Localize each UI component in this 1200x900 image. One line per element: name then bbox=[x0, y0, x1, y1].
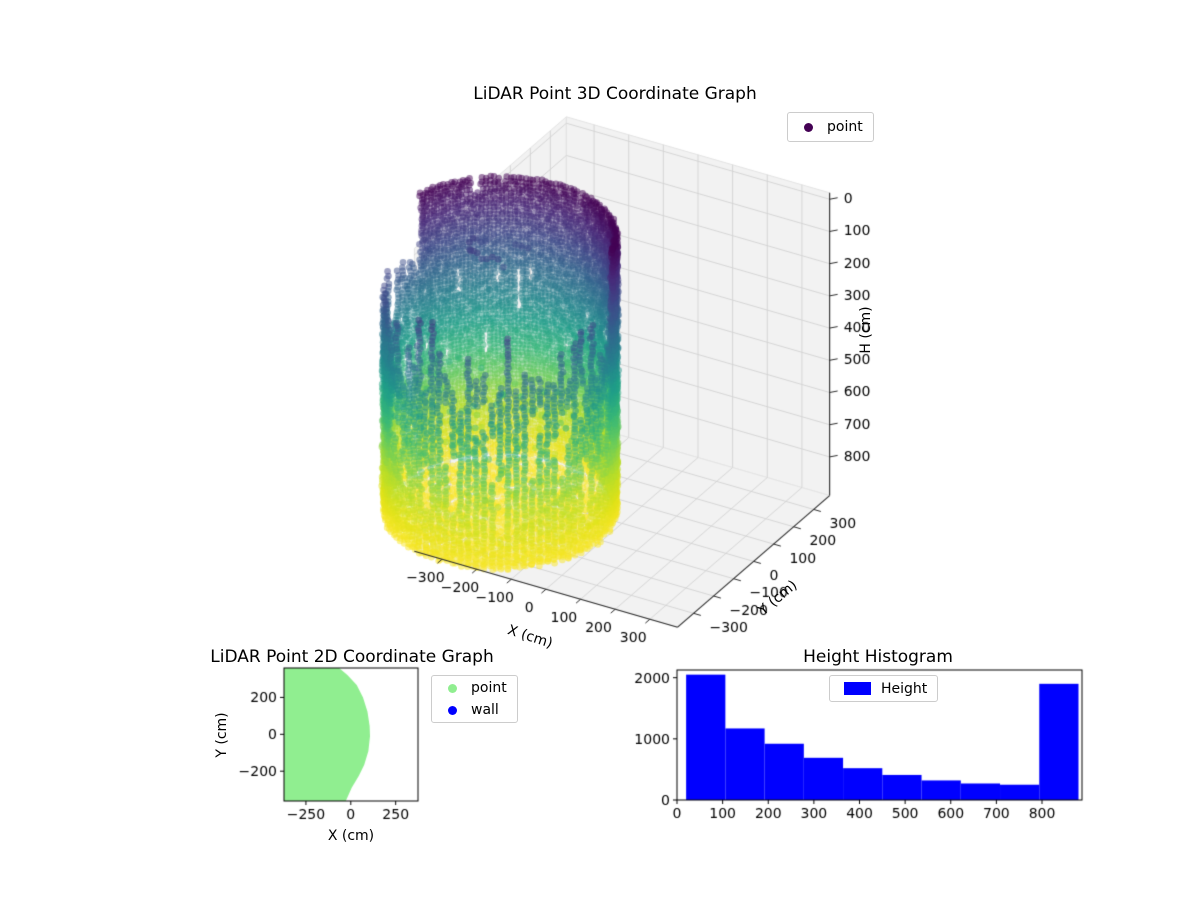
legend-label: wall bbox=[471, 702, 499, 718]
plot3d-zaxis-label: H (cm) bbox=[858, 306, 874, 354]
histogram-title: Height Histogram bbox=[803, 647, 953, 667]
plot2d-legend: point wall bbox=[431, 675, 518, 723]
height-marker-icon bbox=[844, 682, 871, 695]
wall-marker-icon bbox=[448, 705, 457, 715]
point-marker-icon bbox=[804, 122, 813, 132]
legend-label: point bbox=[827, 119, 863, 135]
plot3d-title: LiDAR Point 3D Coordinate Graph bbox=[473, 84, 757, 104]
legend-label: Height bbox=[881, 680, 928, 697]
legend-label: point bbox=[471, 680, 507, 696]
legend-item-point: point bbox=[432, 677, 517, 699]
plot2d-yaxis-label: Y (cm) bbox=[214, 712, 230, 758]
plot2d-title: LiDAR Point 2D Coordinate Graph bbox=[210, 647, 494, 667]
legend-item-wall: wall bbox=[432, 699, 517, 721]
legend-item-point: point bbox=[788, 116, 873, 138]
legend-item-height: Height bbox=[830, 678, 937, 700]
plot2d-xaxis-label: X (cm) bbox=[327, 828, 375, 844]
point-marker-icon bbox=[448, 683, 457, 693]
histogram-legend: Height bbox=[829, 675, 939, 702]
plot3d-legend: point bbox=[787, 112, 874, 142]
